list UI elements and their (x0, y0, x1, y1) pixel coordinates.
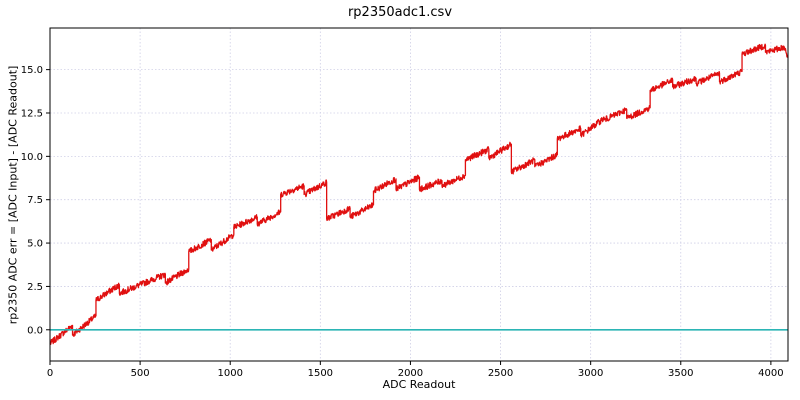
y-tick-label: 7.5 (27, 195, 43, 206)
x-tick-label: 1000 (217, 368, 242, 379)
error-series-line (49, 43, 789, 345)
y-tick-label: 2.5 (27, 282, 43, 293)
grid-layer (49, 28, 788, 361)
x-tick-label: 4000 (758, 368, 783, 379)
x-tick-label: 0 (47, 368, 53, 379)
x-axis-label: ADC Readout (382, 378, 456, 391)
x-tick-label: 3000 (578, 368, 603, 379)
y-tick-label: 12.5 (21, 108, 43, 119)
x-tick-label: 500 (131, 368, 150, 379)
x-tick-label: 3500 (668, 368, 693, 379)
y-tick-label: 10.0 (21, 152, 43, 163)
x-tick-label: 2500 (488, 368, 513, 379)
chart-title: rp2350adc1.csv (347, 5, 453, 20)
x-tick-label: 1500 (308, 368, 333, 379)
y-tick-label: 0.0 (27, 325, 43, 336)
y-tick-label: 5.0 (27, 239, 43, 250)
y-tick-label: 15.0 (21, 65, 43, 76)
plot-frame (49, 27, 789, 362)
tick-layer: 0 500 1000 1500 2000 2500 3000 3500 4000 0.0 2.5 5.… (21, 65, 784, 379)
y-axis-label: rp2350 ADC err = [ADC Input] - [ADC Read… (6, 65, 20, 325)
series-layer (49, 43, 789, 345)
x-tick-label: 2000 (398, 368, 423, 379)
